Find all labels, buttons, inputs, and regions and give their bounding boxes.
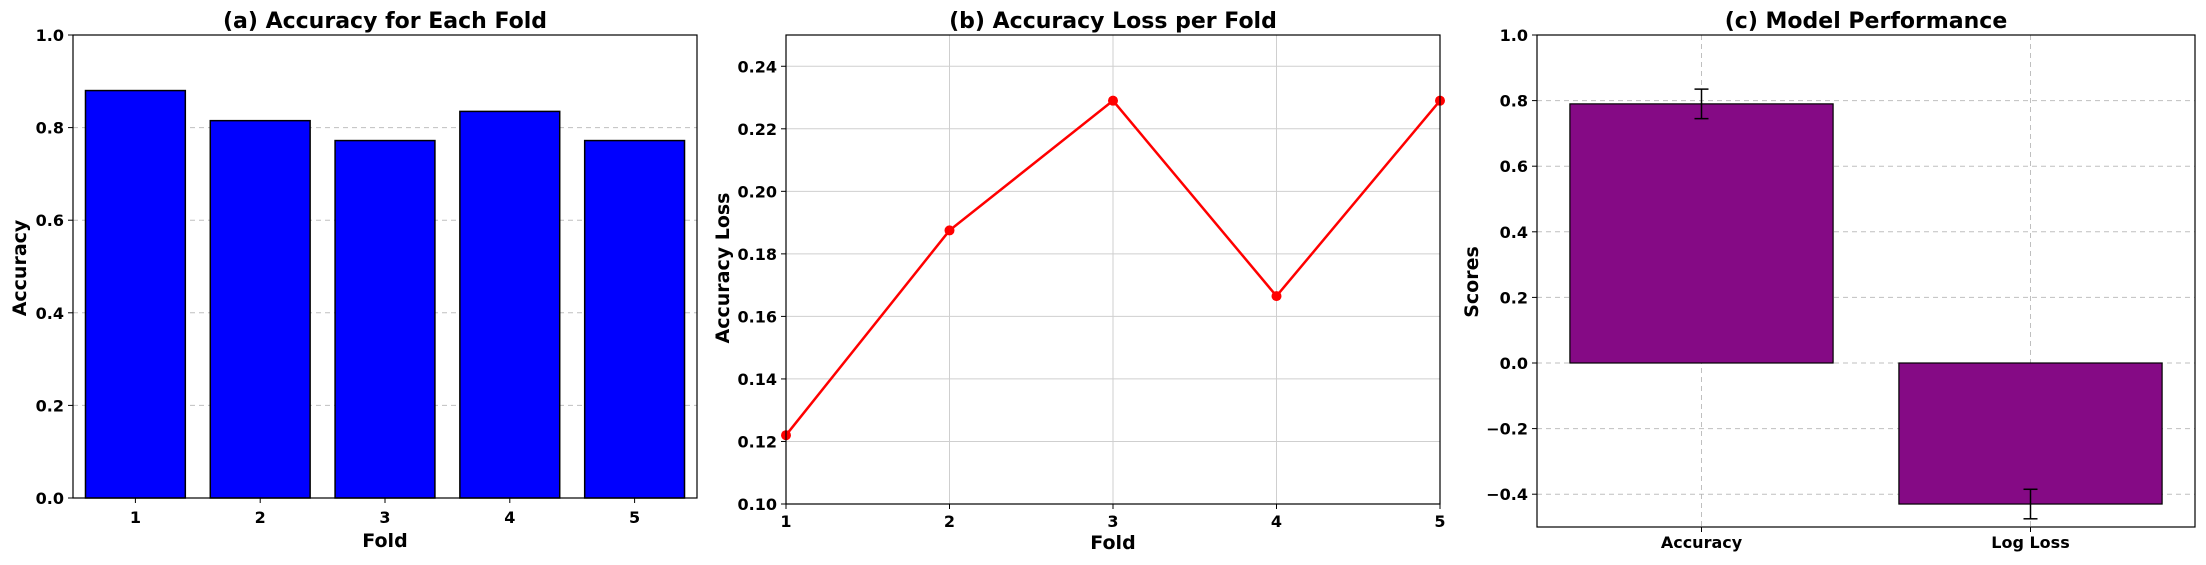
panel-b-xtick-label: 5: [1434, 512, 1445, 531]
panel-b-ytick-label: 0.18: [738, 245, 777, 264]
panel-a-bar: [209, 119, 311, 499]
panel-c-ytick-label: −0.4: [1486, 485, 1528, 504]
panel-a-title: (a) Accuracy for Each Fold: [223, 9, 547, 34]
panel-c-ytick-label: −0.2: [1486, 420, 1528, 439]
panel-b-line: [781, 95, 1445, 441]
panel-b-xtick-label: 3: [1107, 512, 1118, 531]
panel-b: (b) Accuracy Loss per Fold 0.100.120.140…: [712, 9, 1446, 554]
panel-b-title: (b) Accuracy Loss per Fold: [949, 9, 1277, 34]
panel-a-ylabel: Accuracy: [9, 219, 31, 316]
panel-a-bars: [84, 89, 686, 499]
panel-c-ytick-label: 0.4: [1500, 223, 1528, 242]
panel-b-ytick-label: 0.14: [738, 370, 777, 389]
panel-a-ytick-label: 0.4: [36, 304, 64, 323]
panel-b-xlabel: Fold: [1090, 532, 1135, 554]
panel-a-ytick-label: 0.6: [36, 211, 64, 230]
panel-a-ytick-label: 0.0: [36, 489, 64, 508]
panel-b-ytick-label: 0.12: [738, 432, 777, 451]
panel-a-xtick-label: 3: [379, 508, 390, 527]
panel-c-bar: [1569, 103, 1834, 364]
panel-c-xtick-label: Log Loss: [1991, 533, 2069, 552]
panel-b-point: [1108, 95, 1118, 106]
panel-b-xtick-label: 4: [1271, 512, 1282, 531]
panel-c-frame: [1536, 34, 2196, 528]
panel-a-xticks: 1 2 3 4 5: [130, 498, 640, 527]
panel-b-yticks: 0.10 0.12 0.14 0.16 0.18 0.20 0.22 0.24: [738, 57, 786, 514]
panel-b-xtick-label: 1: [780, 512, 791, 531]
panel-c-xtick-label: Accuracy: [1661, 533, 1743, 552]
panel-c-yticks: −0.4 −0.2 0.0 0.2 0.4 0.6 0.8 1.0: [1486, 26, 1537, 504]
panel-b-point: [1271, 291, 1282, 302]
panel-b-ylabel: Accuracy Loss: [712, 193, 734, 344]
panel-a-bar: [459, 110, 561, 499]
panel-a-xtick-label: 5: [629, 508, 640, 527]
panel-c-bars: [1569, 88, 2163, 520]
panel-c-ylabel: Scores: [1461, 246, 1483, 318]
panel-b-ytick-label: 0.20: [738, 182, 777, 201]
panel-b-ytick-label: 0.22: [738, 120, 777, 139]
panel-a-bar: [583, 139, 686, 499]
panel-a-yticks: 0.0 0.2 0.4 0.6 0.8 1.0: [36, 26, 73, 508]
panel-c-ytick-label: 0.0: [1500, 354, 1528, 373]
panel-c-ytick-label: 1.0: [1500, 26, 1528, 45]
panel-c-bar: [1898, 362, 2163, 505]
panel-b-point: [944, 225, 955, 236]
panel-c-xticks: Accuracy Log Loss: [1661, 527, 2070, 552]
panel-a-ytick-label: 1.0: [36, 26, 64, 45]
panel-b-xticks: 1 2 3 4 5: [780, 504, 1446, 531]
panel-c-ytick-label: 0.8: [1500, 92, 1528, 111]
panel-b-ytick-label: 0.24: [738, 57, 777, 76]
panel-a-ytick-label: 0.8: [36, 119, 64, 138]
panel-b-ytick-label: 0.10: [738, 495, 777, 514]
panel-a-ytick-label: 0.2: [36, 396, 64, 415]
panel-b-ytick-label: 0.16: [738, 307, 777, 326]
panel-a-xlabel: Fold: [362, 530, 407, 552]
panel-b-xtick-label: 2: [944, 512, 955, 531]
panel-c-ytick-label: 0.2: [1500, 288, 1528, 307]
panel-a-bar: [84, 89, 187, 499]
panel-c: (c) Model Performance −0.4 −0.2 0.0 0.2 0.4 0…: [1461, 9, 2196, 552]
panel-a-xtick-label: 4: [504, 508, 515, 527]
panel-c-title: (c) Model Performance: [1725, 9, 2008, 34]
panel-c-ytick-label: 0.6: [1500, 157, 1528, 176]
panel-a-bar: [334, 139, 436, 499]
panel-a: (a) Accuracy for Each Fold 0.00.20.40.60…: [9, 9, 698, 552]
panel-a-xtick-label: 1: [130, 508, 141, 527]
panel-a-xtick-label: 2: [255, 508, 266, 527]
